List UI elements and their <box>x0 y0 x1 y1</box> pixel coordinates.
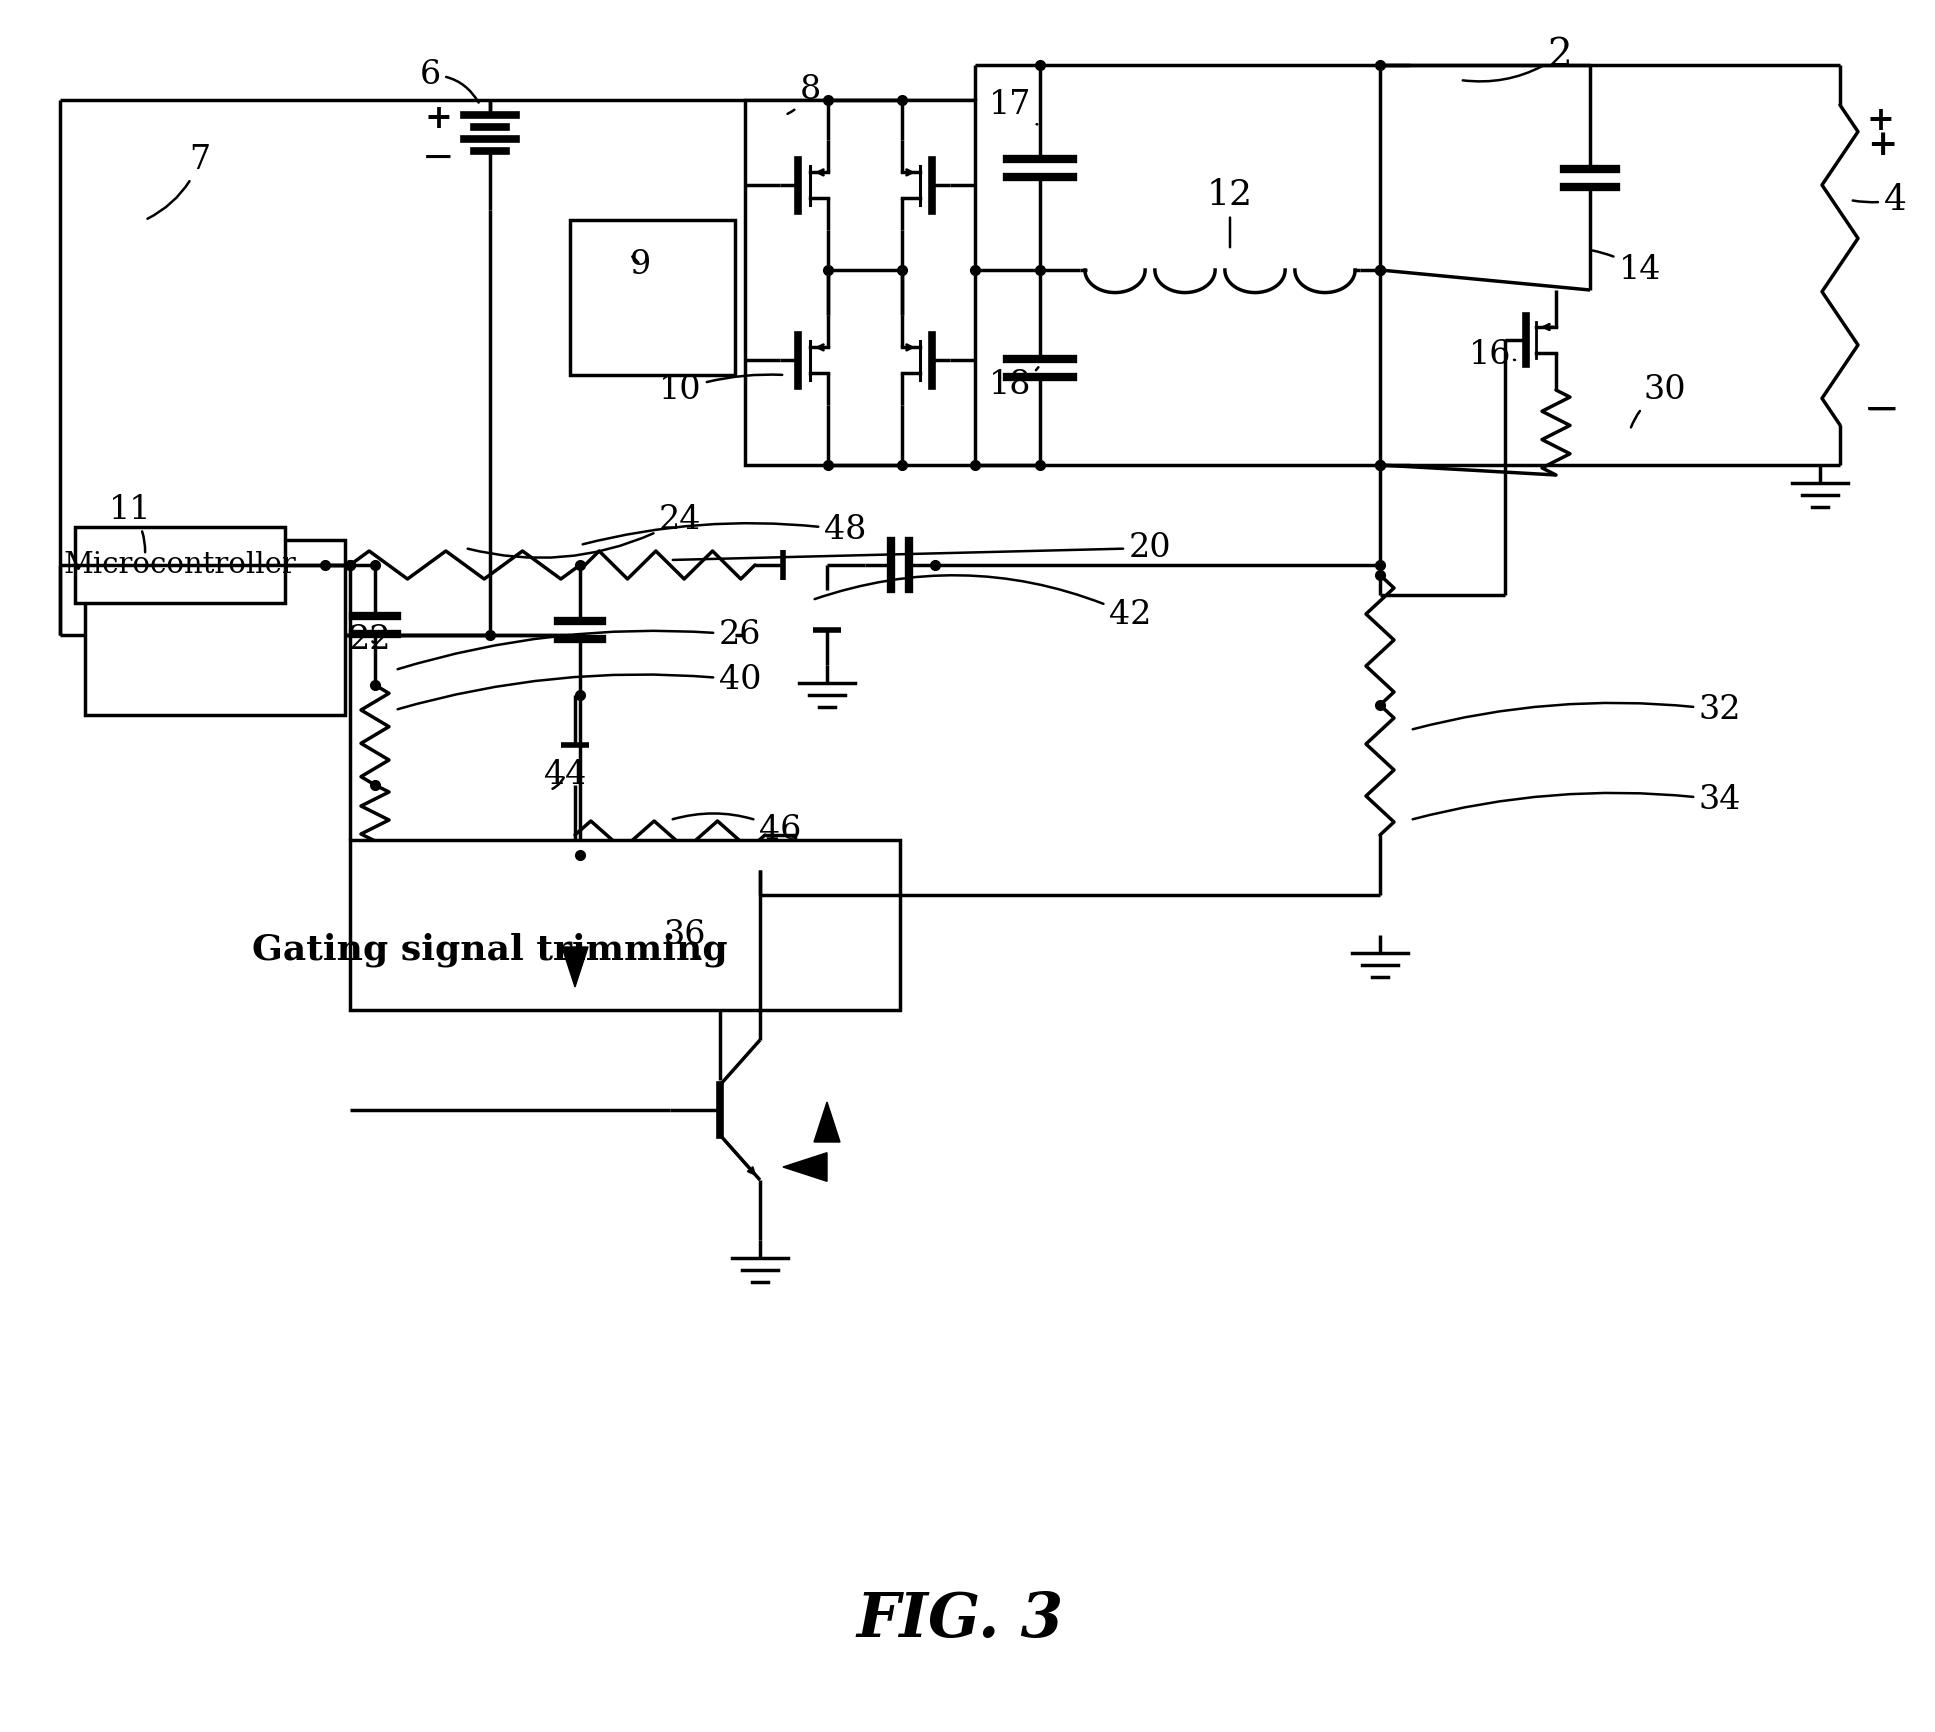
Text: 26: 26 <box>399 618 760 669</box>
Bar <box>745 100 975 464</box>
Bar <box>350 840 900 1010</box>
Text: −: − <box>1865 390 1900 431</box>
Text: 42: 42 <box>815 575 1151 630</box>
Text: 30: 30 <box>1631 374 1685 428</box>
Text: 11: 11 <box>108 494 151 553</box>
Text: 7: 7 <box>147 144 211 218</box>
Text: 22: 22 <box>348 624 391 656</box>
Text: 34: 34 <box>1413 785 1742 819</box>
Text: 32: 32 <box>1413 695 1742 729</box>
Text: +: + <box>1867 128 1896 163</box>
Bar <box>85 540 344 715</box>
Text: 2: 2 <box>1463 36 1573 81</box>
Text: 48: 48 <box>582 514 867 546</box>
Polygon shape <box>561 947 588 987</box>
Text: Gating signal trimming: Gating signal trimming <box>252 934 728 966</box>
Polygon shape <box>784 1154 826 1181</box>
Text: 18: 18 <box>989 367 1039 402</box>
Text: 8: 8 <box>788 74 820 114</box>
Text: 24: 24 <box>468 504 700 558</box>
Text: 10: 10 <box>658 374 782 405</box>
Text: 14: 14 <box>1593 251 1660 286</box>
Text: 9: 9 <box>629 249 650 281</box>
Text: 44: 44 <box>544 759 586 792</box>
Text: 6: 6 <box>420 59 478 102</box>
Text: −: − <box>422 140 455 177</box>
Text: 46: 46 <box>673 814 801 845</box>
Bar <box>571 220 735 376</box>
Text: 16: 16 <box>1469 339 1515 371</box>
Polygon shape <box>815 1102 840 1141</box>
Text: +: + <box>1865 104 1894 137</box>
Text: 12: 12 <box>1207 178 1254 248</box>
Bar <box>75 527 284 603</box>
Text: FIG. 3: FIG. 3 <box>857 1590 1064 1651</box>
Text: 17: 17 <box>989 88 1037 125</box>
Text: 36: 36 <box>664 920 706 958</box>
Text: 40: 40 <box>399 663 760 708</box>
Text: Microcontroller: Microcontroller <box>64 551 296 578</box>
Text: 4: 4 <box>1852 184 1906 216</box>
Text: +: + <box>424 102 453 135</box>
Text: −: − <box>1863 391 1896 428</box>
Text: 20: 20 <box>673 532 1171 565</box>
